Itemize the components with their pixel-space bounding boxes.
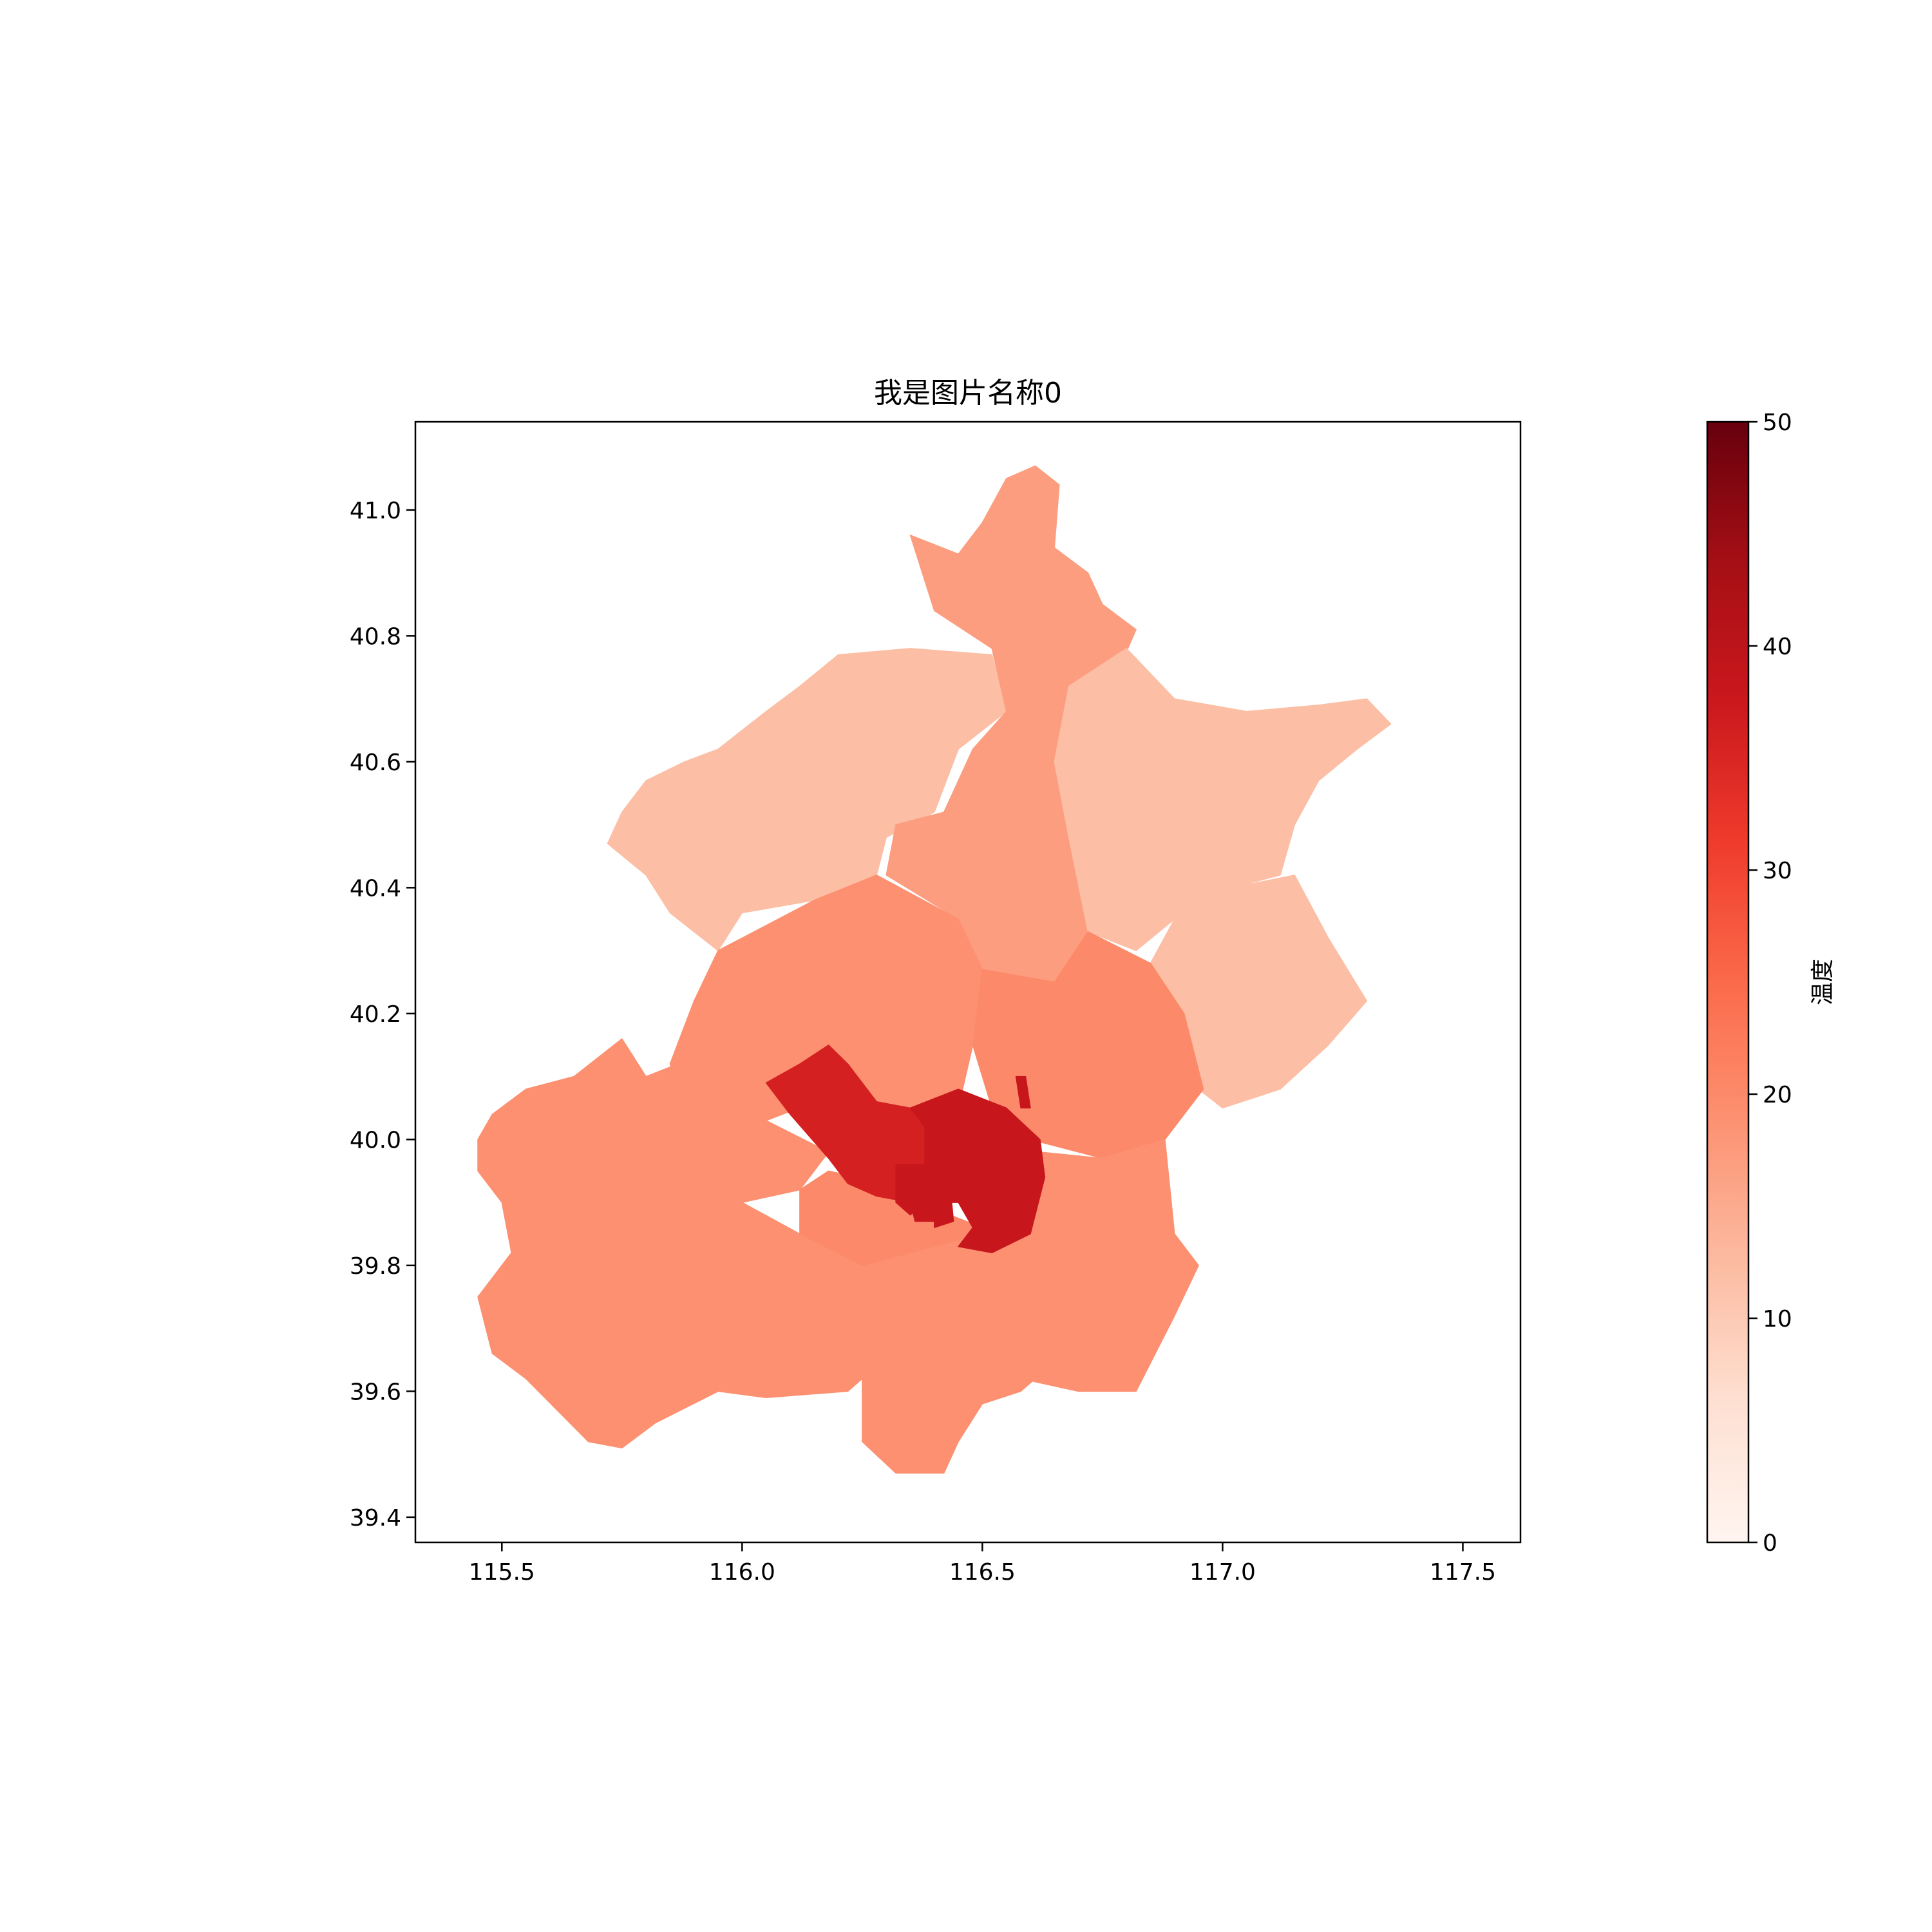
region-tongzhou [1005,1139,1199,1392]
y-tick-label: 40.6 [350,750,401,776]
region-miyun [1054,648,1392,951]
colorbar-tick-label: 30 [1763,858,1792,884]
x-tick-label: 115.5 [469,1559,535,1586]
y-tick-label: 41.0 [350,498,401,524]
colorbar-ticks: 0 10 20 30 40 50 [1748,410,1792,1557]
y-tick-label: 40.4 [350,875,401,902]
region-fangshan [477,1202,863,1449]
y-tick-label: 39.6 [350,1379,401,1405]
y-tick-label: 40.2 [350,1001,401,1028]
colorbar-tick-label: 20 [1763,1082,1792,1108]
y-tick-label: 40.8 [350,623,401,650]
y-axis: 39.4 39.6 39.8 40.0 40.2 40.4 40.6 40.8 41.0 [350,498,415,1531]
region-shunyi [972,931,1204,1159]
x-tick-label: 117.0 [1189,1559,1256,1586]
colorbar: 0 10 20 30 40 50 温度 [1706,410,1836,1557]
x-tick-label: 117.5 [1430,1559,1496,1586]
x-tick-label: 116.5 [949,1559,1016,1586]
map-regions [477,465,1392,1474]
colorbar-tick-label: 40 [1763,634,1792,660]
colorbar-tick-label: 0 [1763,1530,1777,1557]
plot-frame [414,421,1522,1544]
y-tick-label: 40.0 [350,1127,401,1153]
colorbar-gradient [1706,421,1750,1544]
y-tick-label: 39.8 [350,1253,401,1280]
region-xicheng [909,1164,935,1222]
region-dongcheng [934,1164,954,1228]
x-tick-label: 116.0 [709,1559,775,1586]
chart-title: 我是图片名称0 [874,377,1062,410]
x-axis: 115.5 116.0 116.5 117.0 117.5 [469,1542,1496,1586]
y-tick-label: 39.4 [350,1505,401,1531]
colorbar-tick-label: 10 [1763,1306,1792,1332]
region-yanqing [607,648,1007,951]
colorbar-tick-label: 50 [1763,410,1792,436]
colorbar-label: 温度 [1810,959,1836,1005]
region-chaoyang-exclave [1015,1075,1031,1109]
